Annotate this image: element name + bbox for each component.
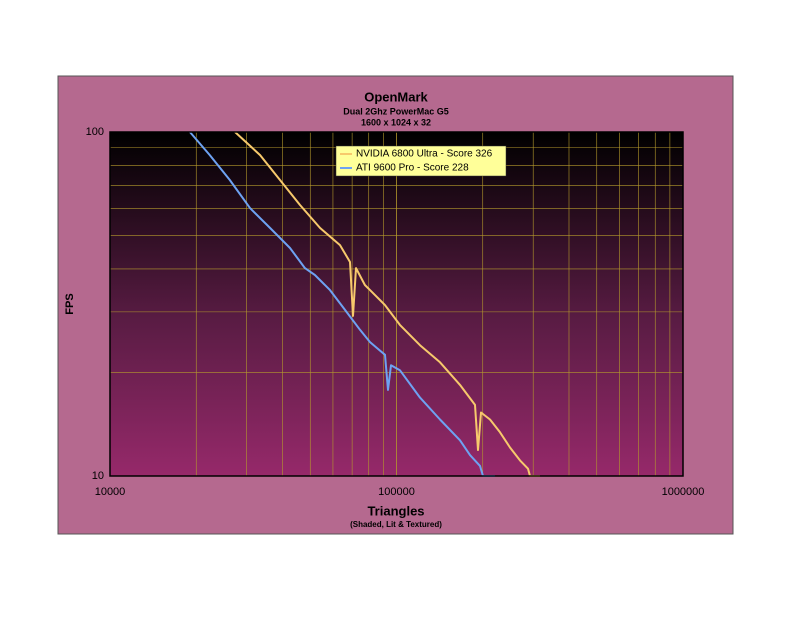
legend: NVIDIA 6800 Ultra - Score 326 ATI 9600 Pr… — [335, 145, 507, 177]
y-axis-label: FPS — [64, 293, 76, 314]
x-tick-label: 10000 — [95, 486, 126, 498]
grid — [109, 131, 684, 477]
series-line — [189, 131, 495, 477]
series — [189, 131, 540, 477]
y-tick-label: 100 — [86, 126, 104, 138]
chart-title: OpenMark — [364, 89, 428, 104]
legend-box — [335, 145, 507, 177]
subtitle: Dual 2Ghz PowerMac G5 — [343, 106, 449, 116]
legend-label: NVIDIA 6800 Ultra - Score 326 — [356, 149, 493, 160]
x-axis-label: Triangles — [367, 503, 424, 518]
y-tick-label: 10 — [92, 470, 104, 482]
x-tick-label: 100000 — [378, 486, 415, 498]
legend-label: ATI 9600 Pro - Score 228 — [356, 163, 469, 174]
series-line — [234, 131, 540, 477]
plot-frame — [109, 131, 684, 477]
x-axis-sublabel: (Shaded, Lit & Textured) — [350, 520, 442, 529]
x-tick-label: 1000000 — [662, 486, 705, 498]
subtitle: 1600 x 1024 x 32 — [361, 117, 431, 127]
